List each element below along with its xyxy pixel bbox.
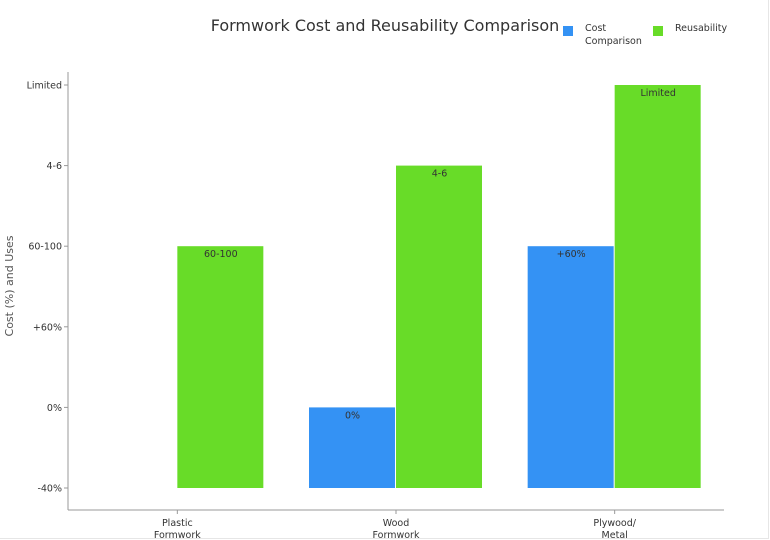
legend-label-cost: Cost Comparison bbox=[585, 23, 642, 47]
x-tick-label: Wood bbox=[383, 518, 410, 529]
y-tick-label: 0% bbox=[47, 403, 62, 414]
bar-reusability bbox=[396, 165, 482, 488]
y-axis-label: Cost (%) and Uses bbox=[3, 235, 16, 336]
y-tick-label: Limited bbox=[27, 81, 62, 92]
legend-item-reusability: Reusability bbox=[653, 22, 745, 36]
x-tick-label: Formwork bbox=[154, 530, 201, 540]
y-tick-label: -40% bbox=[37, 484, 62, 495]
x-tick-label: Metal bbox=[602, 530, 628, 540]
y-tick-label: +60% bbox=[33, 322, 62, 333]
bar-reusability bbox=[177, 246, 264, 488]
bar-cost bbox=[309, 407, 395, 488]
y-tick-label: 60-100 bbox=[28, 242, 62, 253]
x-tick-label: Plastic bbox=[162, 518, 193, 529]
y-tick-label: 4-6 bbox=[46, 161, 62, 172]
legend-swatch-reusability bbox=[653, 26, 663, 36]
legend-label-reusability: Reusability bbox=[675, 23, 728, 34]
data-label: +60% bbox=[557, 249, 586, 260]
data-label: 60-100 bbox=[204, 249, 238, 260]
data-label: Limited bbox=[640, 88, 675, 99]
chart-title: Formwork Cost and Reusability Comparison bbox=[210, 16, 560, 35]
data-label: 0% bbox=[345, 410, 360, 421]
x-tick-label: Formwork bbox=[373, 530, 420, 540]
bar-reusability bbox=[614, 85, 701, 488]
data-label: 4-6 bbox=[432, 169, 448, 180]
legend-item-cost: Cost Comparison bbox=[563, 22, 655, 48]
legend-swatch-cost bbox=[563, 26, 573, 36]
x-tick-label: Plywood/ bbox=[593, 518, 636, 529]
bar-cost bbox=[527, 246, 614, 488]
